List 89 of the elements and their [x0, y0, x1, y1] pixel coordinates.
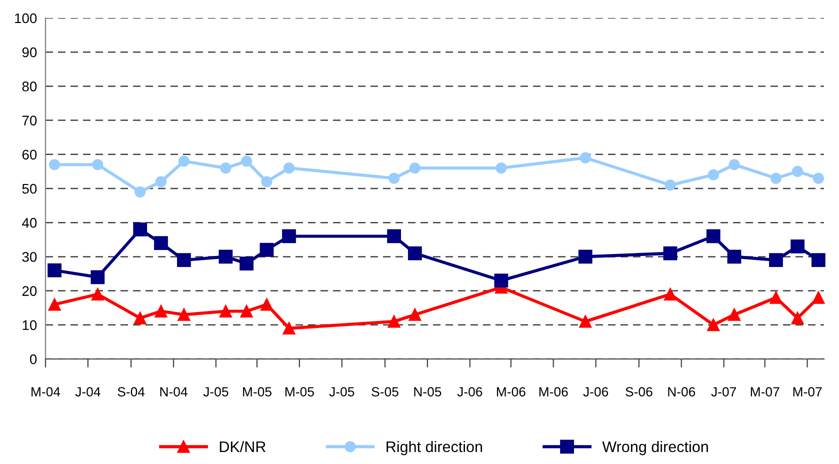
point — [260, 242, 274, 257]
point — [282, 322, 296, 335]
point — [240, 256, 254, 270]
y-tick-label: 0 — [30, 354, 37, 364]
x-tick-label: M-06 — [496, 387, 526, 396]
x-tick-label: J-05 — [329, 387, 354, 396]
x-tick-label: N-05 — [414, 387, 442, 396]
x-tick-label: N-06 — [668, 387, 696, 396]
point — [408, 308, 422, 321]
point — [578, 250, 592, 264]
point — [178, 308, 190, 321]
y-tick-label: 40 — [22, 218, 37, 228]
x-tick-label: M-07 — [793, 387, 822, 396]
y-tick-label: 90 — [22, 47, 37, 58]
point — [283, 162, 295, 174]
point — [177, 253, 191, 268]
point — [664, 180, 676, 191]
point — [90, 270, 105, 284]
y-tick-label: 100 — [15, 13, 37, 24]
point — [812, 172, 824, 184]
point — [494, 274, 508, 288]
point — [241, 156, 252, 167]
point — [261, 176, 272, 188]
point — [134, 312, 146, 324]
x-tick-label: S-04 — [118, 387, 145, 396]
point — [706, 229, 720, 244]
point — [133, 222, 148, 236]
point — [48, 263, 62, 278]
point — [792, 166, 804, 178]
y-tick-label: 50 — [22, 184, 37, 194]
point — [579, 315, 592, 328]
point — [408, 246, 422, 260]
x-tick-label: J-06 — [583, 387, 608, 396]
legend-label: Right direction — [386, 440, 482, 456]
point — [728, 159, 740, 170]
x-tick-label: S-05 — [372, 387, 398, 396]
point — [769, 253, 783, 268]
point — [770, 291, 782, 304]
point — [791, 312, 804, 324]
x-tick-label: J-04 — [75, 387, 100, 396]
point — [48, 159, 60, 170]
point — [220, 162, 232, 174]
x-tick-label: J-05 — [203, 387, 228, 396]
point — [134, 186, 146, 198]
point — [260, 298, 273, 311]
y-tick-label: 10 — [22, 320, 37, 330]
point — [154, 305, 168, 318]
y-tick-label: 60 — [22, 150, 37, 160]
x-tick-label: N-04 — [160, 387, 188, 396]
point — [580, 152, 591, 164]
x-tick-label: M-05 — [285, 387, 314, 396]
x-tick-label: M-07 — [750, 387, 780, 396]
point — [664, 288, 676, 300]
point — [708, 169, 719, 180]
point — [92, 159, 104, 170]
point — [409, 162, 420, 174]
y-tick-label: 70 — [22, 116, 37, 126]
point — [219, 305, 232, 318]
x-tick-label: M-05 — [243, 387, 272, 396]
point — [707, 318, 720, 332]
legend-label: Wrong direction — [602, 440, 708, 456]
point — [388, 172, 400, 184]
point — [387, 229, 401, 244]
x-tick-label: J-06 — [457, 387, 482, 396]
point — [770, 172, 782, 184]
point — [811, 253, 826, 268]
point — [663, 246, 678, 260]
point — [282, 229, 296, 244]
y-tick-label: 80 — [22, 82, 37, 92]
point — [812, 291, 825, 304]
x-tick-label: M-04 — [32, 387, 60, 396]
point — [727, 250, 742, 264]
point — [728, 308, 741, 321]
y-tick-label: 30 — [22, 252, 37, 262]
x-tick-label: S-06 — [626, 387, 652, 396]
point — [178, 156, 190, 167]
point — [48, 298, 61, 311]
point — [218, 250, 233, 264]
point — [240, 305, 253, 318]
point — [496, 162, 507, 174]
point — [155, 176, 167, 188]
x-tick-label: J-07 — [711, 387, 736, 396]
point — [154, 236, 168, 250]
point — [790, 240, 805, 254]
y-tick-label: 20 — [22, 286, 37, 296]
x-tick-label: M-06 — [539, 387, 568, 396]
legend-label: DK/NR — [220, 440, 266, 452]
point — [388, 315, 400, 328]
point — [91, 288, 104, 300]
